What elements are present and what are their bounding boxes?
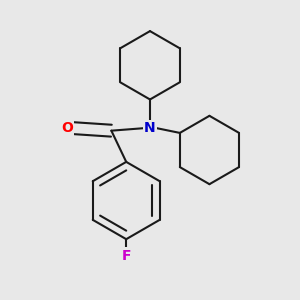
Text: O: O	[61, 121, 73, 135]
Text: N: N	[144, 121, 156, 135]
Text: F: F	[122, 248, 131, 262]
